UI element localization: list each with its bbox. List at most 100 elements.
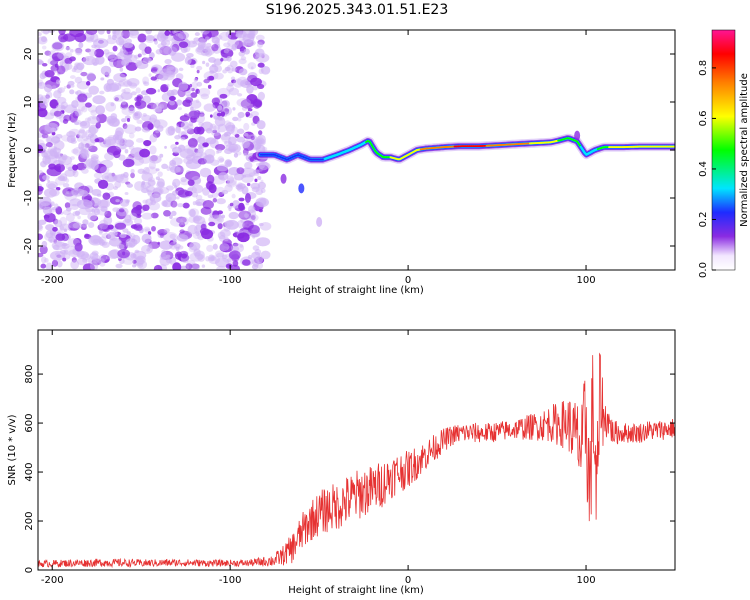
noise-blob — [154, 40, 158, 45]
noise-blob — [258, 130, 263, 136]
noise-blob — [235, 184, 241, 188]
noise-blob — [193, 37, 200, 42]
noise-blob — [38, 219, 47, 225]
noise-blob — [219, 243, 230, 252]
noise-blob — [257, 176, 262, 181]
noise-blob — [255, 139, 263, 145]
noise-blob — [65, 46, 71, 51]
noise-blob — [213, 132, 222, 140]
noise-blob — [141, 114, 152, 122]
noise-blob — [196, 69, 200, 74]
noise-blob — [123, 42, 134, 49]
noise-blob — [176, 234, 189, 242]
noise-blob — [76, 199, 93, 210]
noise-blob — [115, 37, 125, 46]
noise-blob — [256, 83, 265, 89]
noise-blob — [97, 179, 109, 190]
noise-blob — [237, 116, 242, 122]
noise-blob — [202, 199, 214, 210]
noise-blob — [204, 148, 216, 158]
noise-blob — [93, 208, 101, 216]
noise-blob — [117, 249, 131, 259]
noise-blob — [231, 67, 237, 72]
noise-blob — [180, 216, 189, 226]
noise-blob — [164, 228, 170, 233]
noise-blob — [98, 229, 104, 234]
noise-blob — [114, 135, 124, 145]
noise-blob — [121, 118, 127, 123]
noise-blob — [252, 84, 258, 91]
noise-blob — [96, 257, 105, 264]
noise-blob — [121, 59, 129, 67]
noise-blob — [87, 221, 95, 229]
noise-blob — [197, 158, 207, 165]
noise-blob — [216, 198, 226, 205]
noise-blob — [84, 143, 90, 148]
noise-blob — [85, 48, 92, 53]
noise-blob — [38, 108, 48, 118]
noise-blob — [258, 222, 264, 227]
noise-blob — [82, 263, 95, 270]
noise-blob — [78, 207, 92, 216]
noise-blob — [250, 66, 254, 70]
noise-blob — [101, 241, 108, 246]
noise-blob — [48, 236, 55, 243]
noise-blob — [90, 160, 99, 171]
noise-blob — [252, 98, 263, 107]
noise-blob — [238, 58, 247, 65]
noise-blob — [212, 125, 221, 131]
noise-blob — [258, 68, 264, 75]
noise-blob — [211, 129, 221, 136]
noise-blob — [180, 265, 187, 270]
noise-blob — [39, 196, 52, 207]
noise-blob — [191, 87, 195, 92]
noise-blob — [209, 256, 217, 261]
noise-blob — [211, 43, 219, 52]
noise-blob — [191, 81, 198, 89]
noise-blob — [118, 154, 126, 161]
noise-blob — [175, 126, 181, 134]
noise-blob — [111, 172, 115, 177]
noise-blob — [127, 81, 133, 86]
noise-blob — [180, 136, 186, 141]
noise-blob — [38, 233, 44, 241]
noise-blob — [200, 223, 207, 230]
noise-blob — [215, 250, 225, 258]
noise-blob — [234, 133, 240, 138]
noise-blob — [196, 81, 203, 87]
noise-blob — [180, 177, 187, 183]
noise-blob — [196, 65, 203, 71]
noise-blob — [227, 82, 234, 87]
noise-blob — [237, 219, 245, 229]
noise-blob — [205, 62, 210, 67]
noise-blob — [230, 60, 238, 68]
noise-blob — [121, 100, 127, 106]
noise-blob — [179, 179, 190, 186]
snr-frame — [37, 329, 676, 571]
noise-blob — [254, 48, 265, 58]
noise-blob — [169, 30, 175, 37]
spectrogram-y-label: Frequency (Hz) — [7, 112, 18, 188]
noise-blob — [123, 80, 133, 87]
noise-blob — [180, 121, 189, 130]
spectrogram-x-tick-label: -200 — [41, 275, 64, 286]
noise-blob — [129, 30, 139, 36]
noise-blob — [40, 160, 47, 168]
noise-blob — [175, 196, 180, 200]
noise-blob — [189, 100, 202, 109]
noise-blob — [185, 263, 193, 270]
noise-blob — [142, 76, 150, 85]
noise-blob — [185, 170, 201, 181]
noise-blob — [220, 57, 224, 62]
noise-blob — [226, 64, 234, 74]
noise-blob — [216, 214, 223, 223]
noise-blob — [238, 197, 245, 202]
noise-blob — [130, 253, 137, 259]
noise-blob — [247, 254, 253, 260]
snr-y-tick-label: 0 — [24, 567, 35, 573]
noise-blob — [258, 209, 263, 213]
noise-blob — [165, 192, 177, 203]
snr-y-label: SNR (10 * v/v) — [7, 414, 18, 485]
noise-blob — [51, 85, 57, 90]
noise-blob — [237, 111, 245, 119]
